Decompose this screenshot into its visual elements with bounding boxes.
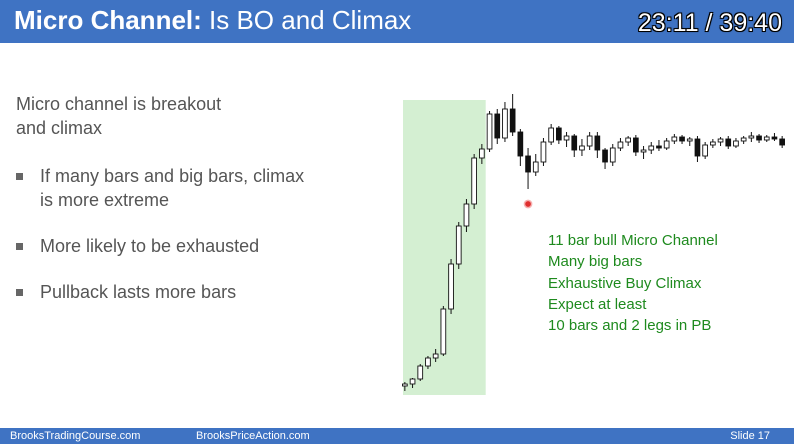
bull-candle: [455, 225, 462, 265]
bull-candle: [532, 161, 539, 173]
bear-candle: [694, 138, 701, 157]
bull-candle: [486, 113, 493, 150]
bear-candle: [509, 108, 516, 133]
bull-candle: [702, 144, 708, 157]
bull-candle: [409, 378, 416, 385]
bull-candle: [663, 140, 670, 149]
bull-candle: [625, 137, 631, 143]
bull-candle: [479, 148, 485, 159]
title-rest: Is BO and Climax: [201, 5, 412, 35]
bull-candle: [471, 157, 477, 205]
bear-candle: [679, 136, 685, 142]
bull-candle: [502, 108, 508, 139]
bullet-text: If many bars and big bars, climax is mor…: [40, 166, 305, 210]
bear-candle: [779, 138, 785, 146]
bear-candle: [656, 145, 662, 149]
bull-candle: [710, 141, 716, 146]
footer-site-left: BrooksTradingCourse.com: [10, 430, 141, 442]
bull-candle: [733, 140, 739, 147]
bullet-item: More likely to be exhausted: [16, 234, 310, 258]
bull-candle: [563, 135, 570, 141]
bull-candle: [717, 138, 724, 143]
bull-candle: [440, 308, 447, 355]
bear-candle: [556, 127, 562, 141]
bear-candle: [525, 155, 531, 173]
bullet-text: Pullback lasts more bars: [40, 282, 237, 302]
bullet-square-icon: [16, 173, 23, 180]
slide-header: Micro Channel: Is BO and Climax 23:11 / …: [0, 0, 794, 43]
bullet-text: More likely to be exhausted: [40, 236, 260, 256]
bull-candle: [463, 203, 470, 227]
annotation-line: 11 bar bull Micro Channel: [548, 232, 718, 249]
bull-candle: [686, 138, 693, 142]
slide-title: Micro Channel: Is BO and Climax: [14, 4, 411, 36]
bear-candle: [571, 135, 578, 151]
bull-candle: [432, 353, 439, 359]
bull-candle: [648, 145, 655, 151]
slide-footer: BrooksTradingCourse.com BrooksPriceActio…: [0, 428, 794, 444]
bullet-square-icon: [16, 243, 23, 250]
bull-candle: [740, 137, 747, 142]
annotation-line: 10 bars and 2 legs in PB: [548, 317, 712, 335]
bull-candle: [540, 141, 547, 163]
bull-candle: [402, 383, 408, 387]
footer-site-center: BrooksPriceAction.com: [196, 430, 310, 442]
bull-candle: [748, 135, 755, 139]
bullet-item: Pullback lasts more bars: [16, 280, 310, 304]
bull-candle: [548, 127, 554, 143]
bullet-list: If many bars and big bars, climax is mor…: [16, 164, 310, 326]
bullet-item: If many bars and big bars, climax is mor…: [16, 164, 310, 212]
pointer-dot: [523, 199, 533, 209]
bull-candle: [609, 147, 616, 163]
bullet-square-icon: [16, 289, 23, 296]
bull-candle: [586, 135, 593, 147]
annotation-line: Expect at least: [548, 295, 647, 313]
bull-candle: [579, 145, 585, 151]
bear-candle: [756, 135, 762, 141]
bear-candle: [633, 137, 639, 153]
bull-candle: [671, 136, 678, 142]
bull-candle: [640, 149, 647, 153]
bull-candle: [448, 263, 454, 310]
bull-candle: [417, 365, 424, 380]
bear-candle: [517, 131, 524, 157]
chart-annotation: 11 bar bull Micro Channel Many big bars …: [548, 230, 718, 336]
annotation-line: Exhaustive Buy Climax: [548, 274, 702, 292]
bull-candle: [425, 357, 431, 367]
bull-candle: [763, 136, 770, 141]
price-chart: [402, 94, 785, 395]
bear-candle: [494, 113, 501, 139]
bear-candle: [602, 149, 608, 163]
annotation-line: Many big bars: [548, 253, 643, 271]
video-timer: 23:11 / 39:40: [637, 9, 782, 37]
title-bold: Micro Channel:: [14, 5, 202, 35]
bear-candle: [725, 138, 732, 147]
bear-candle: [594, 135, 601, 151]
bear-candle: [771, 136, 778, 140]
slide-number: Slide 17: [730, 430, 770, 442]
lead-text: Micro channel is breakout and climax: [16, 94, 222, 138]
bull-candle: [617, 141, 624, 149]
